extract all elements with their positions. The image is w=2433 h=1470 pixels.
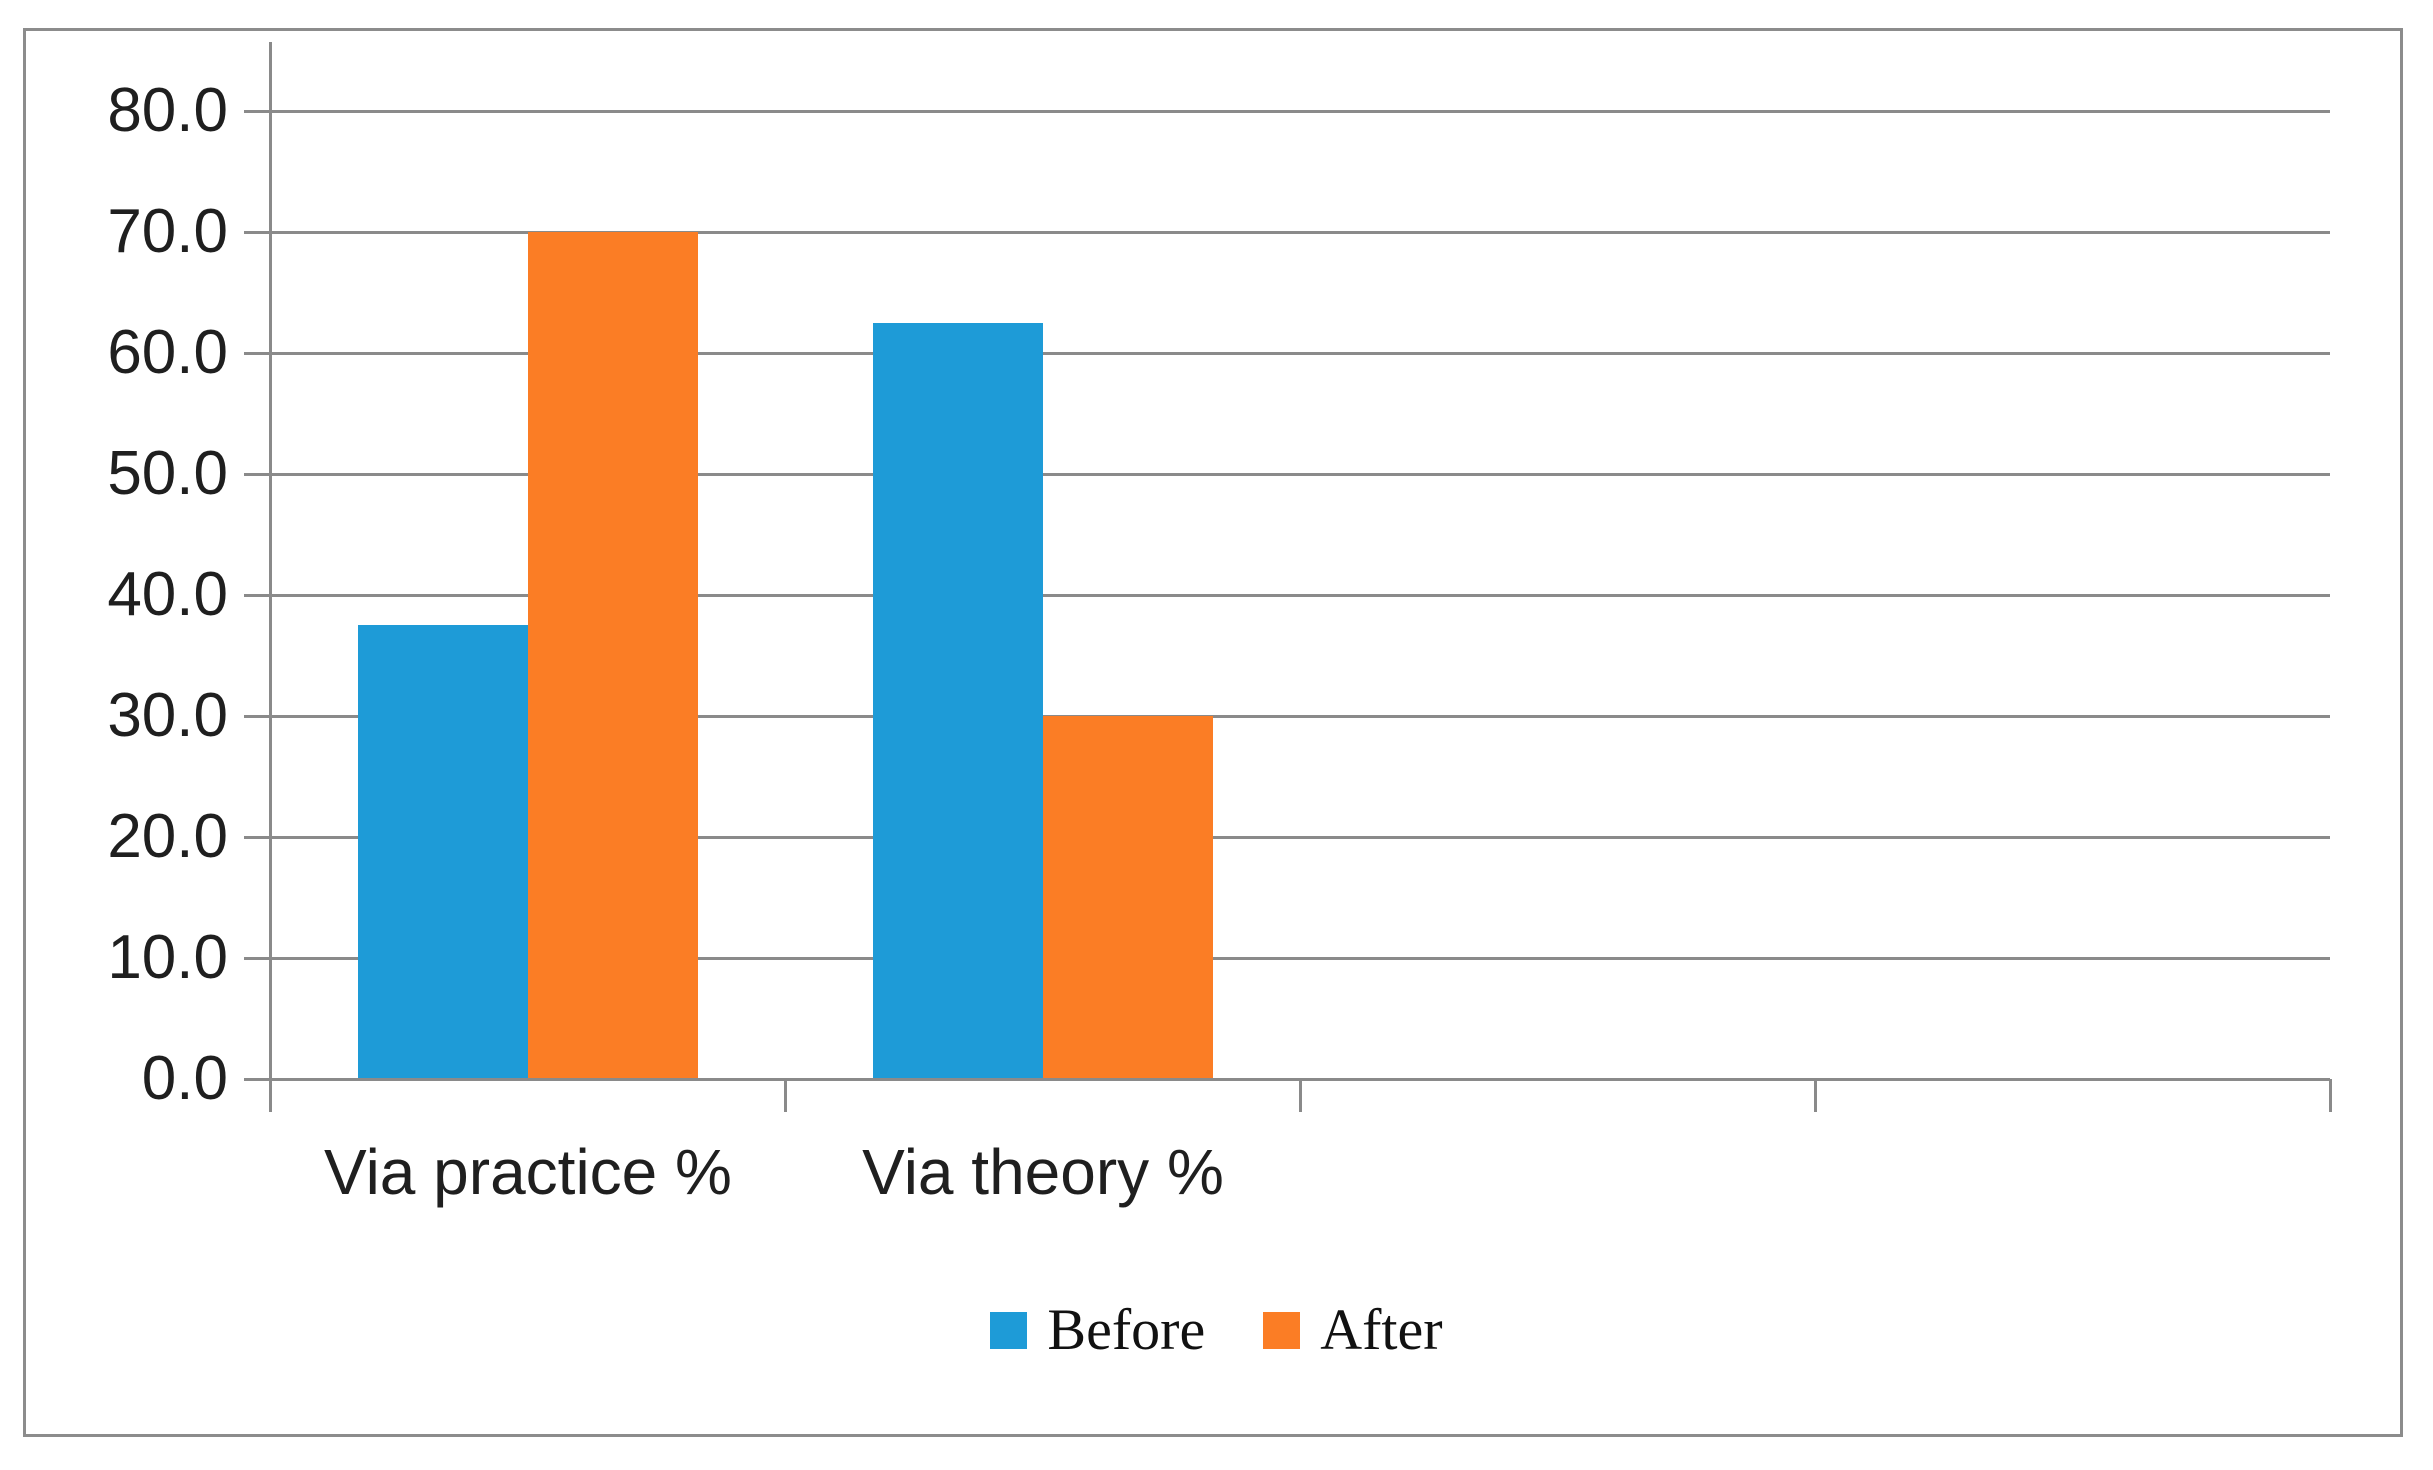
legend-label-before: Before: [1047, 1297, 1206, 1362]
legend-swatch-after: [1263, 1311, 1301, 1349]
gridline: [270, 231, 2330, 234]
gridline: [270, 110, 2330, 113]
gridline: [270, 836, 2330, 839]
y-tick-label: 70.0: [107, 197, 228, 266]
y-axis-tick-mark: [244, 1078, 270, 1081]
bar-before-via-theory: [872, 322, 1043, 1079]
legend-item-before: Before: [990, 1301, 1205, 1359]
y-tick-label: 20.0: [107, 802, 228, 871]
gridline: [270, 352, 2330, 355]
x-category-label-via-theory: Via theory %: [862, 1136, 1224, 1208]
y-axis-tick-mark: [244, 957, 270, 960]
y-axis-tick-mark: [244, 836, 270, 839]
y-tick-label: 30.0: [107, 681, 228, 750]
y-tick-label: 50.0: [107, 439, 228, 508]
y-tick-label: 60.0: [107, 318, 228, 387]
x-axis-tick-mark: [784, 1079, 787, 1112]
x-axis-tick-mark: [1299, 1079, 1302, 1112]
bar-after-via-practice: [527, 232, 698, 1079]
y-axis-tick-mark: [244, 715, 270, 718]
x-axis-tick-mark: [269, 1079, 272, 1112]
y-tick-label: 0.0: [141, 1044, 228, 1113]
chart-legend: Before After: [0, 1290, 2433, 1370]
gridline: [270, 957, 2330, 960]
x-axis-tick-mark: [1814, 1079, 1817, 1112]
x-axis-line: [270, 1078, 2330, 1081]
y-tick-label: 80.0: [107, 76, 228, 145]
bar-before-via-practice: [357, 625, 528, 1079]
gridline: [270, 594, 2330, 597]
legend-label-after: After: [1320, 1297, 1443, 1362]
x-category-label-via-practice: Via practice %: [324, 1136, 732, 1208]
y-axis-tick-mark: [244, 110, 270, 113]
legend-item-after: After: [1263, 1297, 1443, 1362]
y-axis-tick-mark: [244, 594, 270, 597]
y-tick-label: 40.0: [107, 560, 228, 629]
bar-after-via-theory: [1042, 716, 1213, 1079]
gridline: [270, 473, 2330, 476]
y-axis-tick-mark: [244, 352, 270, 355]
y-axis-tick-mark: [244, 473, 270, 476]
y-tick-label: 10.0: [107, 923, 228, 992]
legend-swatch-before: [990, 1311, 1028, 1349]
y-axis-line: [269, 42, 272, 1079]
y-axis-tick-mark: [244, 231, 270, 234]
x-axis-tick-mark: [2329, 1079, 2332, 1112]
gridline: [270, 715, 2330, 718]
